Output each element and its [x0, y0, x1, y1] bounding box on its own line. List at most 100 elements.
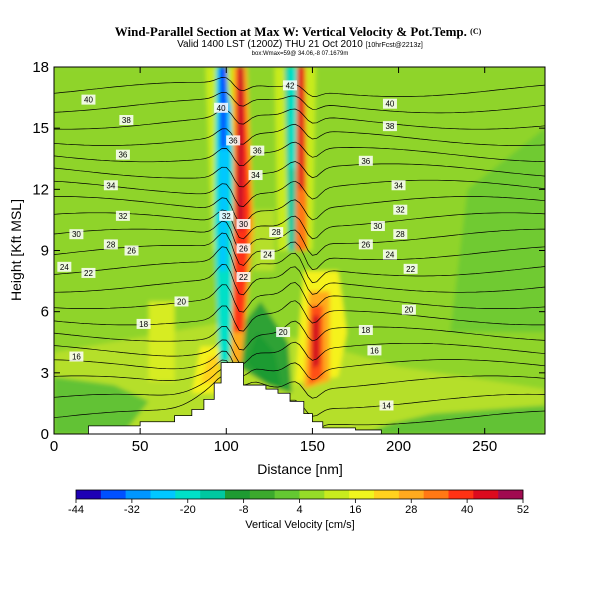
colorbar-swatch: [274, 490, 300, 499]
colorbar-swatch: [225, 490, 251, 499]
svg-text:28: 28: [396, 230, 405, 239]
svg-text:38: 38: [385, 122, 394, 131]
field-downdraft-west: [54, 376, 149, 434]
chart-title: Wind-Parallel Section at Max W: Vertical…: [115, 24, 482, 39]
contour-label: 42: [283, 80, 298, 91]
contour-label: 18: [136, 318, 151, 329]
colorbar: -44 -32 -20 -8 4 16 28 40 52: [68, 489, 529, 516]
svg-text:26: 26: [239, 244, 248, 253]
contour-label: 24: [57, 261, 72, 272]
contour-label: 36: [115, 149, 130, 160]
contour-label: 30: [69, 229, 84, 240]
velocity-field: [54, 67, 545, 434]
chart-subtitle-text: Valid 1400 LST (1200Z) THU 21 Oct 2010: [177, 39, 363, 50]
svg-text:18: 18: [139, 320, 148, 329]
colorbar-swatch: [324, 490, 350, 499]
svg-text:34: 34: [394, 181, 403, 190]
contour-label: 36: [358, 155, 373, 166]
x-axis-label: Distance [nm]: [257, 461, 343, 477]
colorbar-swatch: [100, 490, 126, 499]
y-tick-label: 0: [41, 426, 49, 443]
terrain-layer: [54, 362, 545, 434]
y-tick-label: 15: [32, 120, 49, 137]
y-tick-label: 12: [32, 181, 49, 198]
colorbar-swatch: [398, 490, 424, 499]
contour-label: 18: [358, 325, 373, 336]
y-tick-label: 18: [32, 59, 49, 76]
isentrope-line: [54, 264, 545, 296]
isentrope-line: [54, 91, 545, 114]
svg-text:34: 34: [251, 171, 260, 180]
y-tick-label: 3: [41, 365, 49, 382]
svg-text:26: 26: [361, 240, 370, 249]
contour-label: 26: [236, 243, 251, 254]
isentrope-line: [54, 108, 545, 130]
svg-text:36: 36: [229, 136, 238, 145]
isentrope-line: [54, 196, 545, 225]
contour-label: 40: [382, 98, 397, 109]
svg-text:16: 16: [370, 346, 379, 355]
svg-text:24: 24: [60, 263, 69, 272]
contour-label: 16: [367, 345, 382, 356]
colorbar-tick-label: 40: [461, 504, 473, 516]
y-axis-label: Height [Kft MSL]: [8, 199, 24, 301]
contour-label: 34: [391, 180, 406, 191]
svg-text:20: 20: [177, 297, 186, 306]
contour-label: 28: [269, 227, 284, 238]
svg-text:24: 24: [263, 251, 272, 260]
colorbar-swatch: [374, 490, 400, 499]
velocity-field-shading: [54, 67, 545, 434]
contour-label: 20: [276, 327, 291, 338]
isentrope-line: [54, 300, 545, 332]
isentrope-line: [54, 77, 545, 97]
contour-label: 32: [219, 210, 234, 221]
isentrope-line: [54, 161, 545, 188]
svg-text:36: 36: [118, 151, 127, 160]
contour-label: 32: [393, 204, 408, 215]
isentrope-line: [54, 123, 545, 146]
field-updraft-core: [312, 315, 320, 369]
colorbar-swatch: [349, 490, 375, 499]
svg-text:42: 42: [286, 81, 295, 90]
colorbar-swatch: [299, 490, 325, 499]
isentrope-line: [54, 209, 545, 240]
x-tick-label: 0: [50, 438, 58, 455]
colorbar-tick-label: 16: [349, 504, 361, 516]
contour-label: 34: [248, 170, 263, 181]
isentrope-line: [54, 320, 545, 351]
chart-subtitle: Valid 1400 LST (1200Z) THU 21 Oct 2010 […: [177, 39, 423, 50]
svg-text:28: 28: [106, 240, 115, 249]
chart-subtitle-right: [10hrFcst@2213z]: [366, 42, 423, 49]
contour-label: 28: [393, 229, 408, 240]
field-trough-core: [246, 332, 282, 388]
svg-text:34: 34: [106, 181, 115, 190]
field-downdraft-east: [364, 405, 545, 434]
svg-text:14: 14: [382, 401, 391, 410]
isentrope-line: [54, 350, 545, 381]
contour-label: 22: [236, 272, 251, 283]
contour-label: 26: [124, 245, 139, 256]
x-tick-label: 150: [300, 438, 325, 455]
svg-text:30: 30: [72, 230, 81, 239]
contour-label: 36: [250, 145, 265, 156]
isentrope-line: [54, 339, 545, 365]
contour-label: 24: [260, 249, 275, 260]
colorbar-swatch: [76, 490, 102, 499]
x-tick-label: 200: [386, 438, 411, 455]
x-axis: 0 50 100 150 200 250: [50, 67, 497, 455]
y-tick-label: 6: [41, 304, 49, 321]
svg-text:38: 38: [122, 116, 131, 125]
x-tick-label: 250: [472, 438, 497, 455]
svg-text:18: 18: [361, 326, 370, 335]
chart-title-text: Wind-Parallel Section at Max W: Vertical…: [115, 24, 467, 39]
svg-text:40: 40: [217, 104, 226, 113]
field-band-east: [450, 128, 545, 333]
contour-label: 14: [379, 400, 394, 411]
contour-label: 24: [382, 249, 397, 260]
colorbar-tick-label: 4: [296, 504, 302, 516]
svg-text:32: 32: [118, 212, 127, 221]
colorbar-tick-label: 52: [517, 504, 529, 516]
